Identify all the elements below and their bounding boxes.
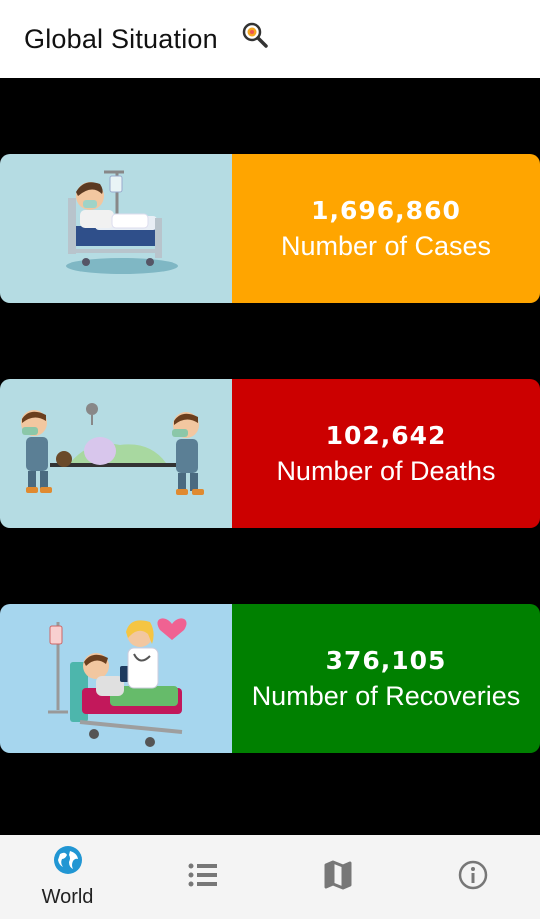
cases-card[interactable]: 1,696,860 Number of Cases (0, 154, 540, 303)
recoveries-value: 376,105 (325, 645, 447, 675)
deaths-label: Number of Deaths (276, 455, 496, 486)
deaths-card[interactable]: 102,642 Number of Deaths (0, 379, 540, 528)
nav-item-list[interactable] (135, 835, 270, 919)
list-icon (188, 862, 218, 893)
patient-in-bed-illustration (0, 154, 232, 303)
recoveries-stat: 376,105 Number of Recoveries (232, 604, 540, 753)
stretcher-illustration (0, 379, 232, 528)
recoveries-label: Number of Recoveries (251, 680, 521, 711)
cases-stat: 1,696,860 Number of Cases (232, 154, 540, 303)
nav-item-info[interactable] (405, 835, 540, 919)
globe-icon (53, 845, 83, 880)
nav-item-world[interactable]: World (0, 835, 135, 919)
page-title: Global Situation (24, 23, 218, 54)
app-bar: Global Situation (0, 0, 540, 78)
nav-label-world: World (41, 886, 94, 908)
doctor-patient-illustration (0, 604, 232, 753)
deaths-stat: 102,642 Number of Deaths (232, 379, 540, 528)
map-icon (324, 860, 352, 895)
recoveries-card[interactable]: 376,105 Number of Recoveries (0, 604, 540, 753)
deaths-value: 102,642 (325, 420, 447, 450)
cases-value: 1,696,860 (311, 195, 461, 225)
nav-item-map[interactable] (270, 835, 405, 919)
search-virus-icon[interactable] (240, 20, 270, 50)
cases-label: Number of Cases (280, 230, 492, 261)
info-icon (458, 860, 488, 895)
bottom-navigation: World (0, 835, 540, 919)
